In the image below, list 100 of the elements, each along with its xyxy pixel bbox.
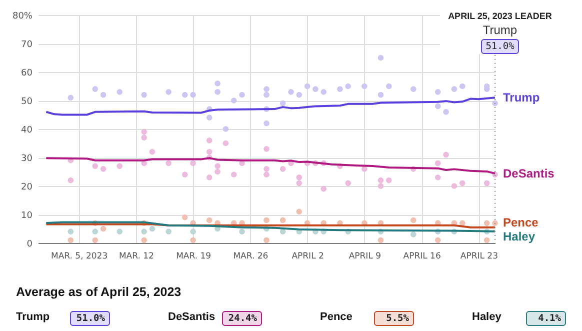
point bbox=[264, 237, 270, 244]
text: Trump bbox=[16, 311, 50, 323]
point bbox=[434, 103, 441, 110]
point bbox=[459, 180, 466, 186]
point bbox=[320, 186, 327, 192]
point bbox=[116, 163, 123, 169]
point bbox=[288, 89, 294, 95]
point bbox=[222, 126, 229, 132]
point bbox=[141, 128, 148, 135]
point bbox=[320, 89, 327, 95]
point bbox=[141, 228, 148, 235]
y-tick-label: 60 bbox=[21, 68, 33, 78]
ref-line-label: APRIL 25, 2023 LEADER bbox=[447, 11, 553, 21]
point bbox=[492, 100, 498, 106]
point bbox=[345, 180, 352, 186]
text: Average as of April 25, 2023 bbox=[16, 285, 182, 299]
x-tick-label: MAR. 19 bbox=[176, 252, 212, 262]
point bbox=[182, 172, 188, 178]
point bbox=[362, 83, 368, 90]
point bbox=[264, 92, 270, 98]
point bbox=[239, 92, 245, 98]
point bbox=[264, 172, 270, 178]
point bbox=[230, 98, 237, 104]
point bbox=[296, 174, 302, 180]
point bbox=[206, 217, 212, 224]
series-label: Trump bbox=[503, 90, 540, 105]
point bbox=[68, 94, 74, 101]
point bbox=[304, 83, 310, 90]
text: 5.5% bbox=[374, 311, 414, 326]
point bbox=[378, 92, 384, 98]
point bbox=[190, 160, 196, 166]
point bbox=[386, 83, 392, 90]
point bbox=[451, 183, 458, 189]
point bbox=[149, 226, 156, 232]
point bbox=[222, 140, 229, 146]
series-label: Haley bbox=[503, 229, 536, 244]
text: 51.0% bbox=[70, 311, 110, 326]
y-tick-label: 10 bbox=[21, 211, 33, 221]
point bbox=[68, 237, 74, 244]
point bbox=[100, 226, 106, 232]
point bbox=[100, 92, 106, 98]
text: DeSantis bbox=[168, 311, 216, 323]
point bbox=[386, 177, 392, 184]
point bbox=[206, 114, 212, 121]
point bbox=[190, 228, 196, 235]
point bbox=[214, 163, 220, 169]
point bbox=[92, 163, 98, 169]
point bbox=[296, 180, 302, 186]
y-tick-label: 80% bbox=[12, 12, 33, 22]
point bbox=[345, 83, 352, 90]
point bbox=[484, 237, 490, 244]
point bbox=[264, 166, 270, 172]
point bbox=[166, 228, 172, 235]
point bbox=[434, 160, 441, 166]
point bbox=[68, 228, 74, 235]
x-tick-label: APRIL 2 bbox=[292, 252, 324, 262]
point bbox=[206, 174, 212, 180]
point bbox=[378, 177, 384, 184]
point bbox=[264, 86, 270, 92]
point bbox=[92, 228, 98, 235]
point bbox=[141, 92, 148, 98]
x-tick-label: MAR. 26 bbox=[233, 252, 268, 262]
point bbox=[459, 220, 466, 226]
point bbox=[410, 217, 416, 224]
y-tick-label: 70 bbox=[21, 40, 33, 50]
point bbox=[92, 237, 98, 244]
point bbox=[492, 220, 498, 226]
point bbox=[280, 100, 286, 106]
x-tick-label: APRIL 23 bbox=[460, 252, 498, 262]
point bbox=[451, 86, 458, 92]
point bbox=[264, 146, 270, 152]
point bbox=[378, 54, 384, 61]
y-tick-label: 20 bbox=[21, 182, 33, 192]
point bbox=[434, 174, 441, 180]
point bbox=[378, 183, 384, 189]
point bbox=[484, 180, 490, 186]
point bbox=[68, 177, 74, 184]
point bbox=[337, 86, 343, 92]
point bbox=[149, 148, 156, 155]
point bbox=[280, 217, 286, 224]
point bbox=[312, 86, 318, 92]
text: Haley bbox=[472, 311, 502, 323]
y-tick-label: 40 bbox=[21, 126, 33, 136]
point bbox=[182, 92, 188, 98]
point bbox=[214, 168, 220, 175]
annotation: Trump bbox=[482, 23, 518, 37]
point bbox=[443, 108, 449, 115]
point bbox=[116, 228, 123, 235]
point bbox=[264, 217, 270, 224]
point bbox=[116, 89, 123, 95]
point bbox=[410, 86, 416, 92]
point bbox=[100, 166, 106, 172]
point bbox=[239, 228, 245, 235]
point bbox=[190, 237, 196, 244]
text: Pence bbox=[320, 311, 352, 323]
point bbox=[92, 86, 98, 92]
point bbox=[190, 92, 196, 98]
point bbox=[434, 237, 441, 244]
y-tick-label: 30 bbox=[21, 154, 33, 164]
point bbox=[214, 89, 220, 95]
